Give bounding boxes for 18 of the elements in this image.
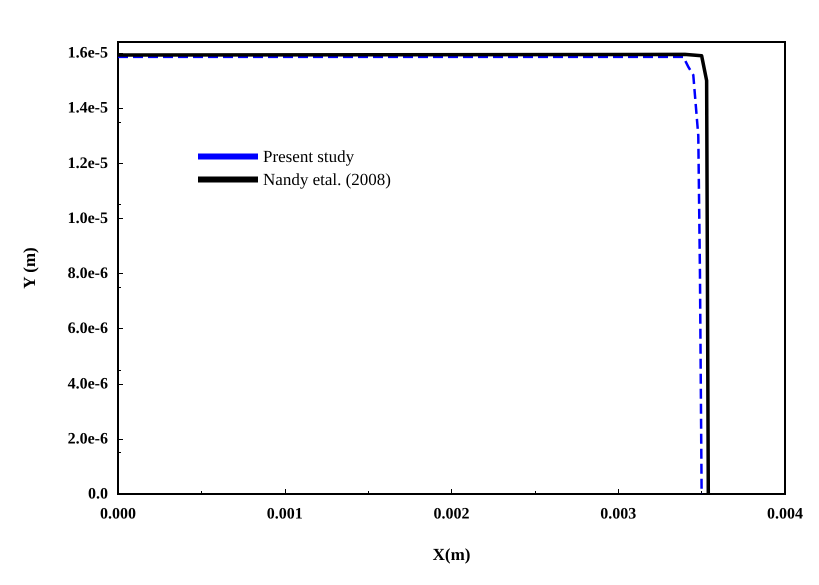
legend-label: Present study [263,147,355,166]
x-tick-label: 0.001 [266,506,303,522]
x-tick-label: 0.000 [100,506,136,522]
y-tick-label: 2.0e-6 [68,430,108,448]
y-tick-label: 1.0e-5 [68,210,108,227]
y-tick-label: 1.4e-5 [68,100,108,117]
y-tick-label: 0.0 [88,486,108,502]
y-tick-label: 1.2e-5 [68,154,108,172]
x-tick-label: 0.003 [600,506,636,522]
y-axis-title: Y (m) [20,247,39,289]
y-tick-label: 4.0e-6 [68,375,108,392]
legend-label: Nandy etal. (2008) [263,170,391,189]
x-axis-title: X(m) [432,545,470,564]
x-tick-label: 0.004 [767,506,803,522]
x-tick-label: 0.002 [434,506,470,522]
y-tick-label: 8.0e-6 [68,265,108,282]
y-tick-label: 1.6e-5 [68,44,108,62]
y-tick-label: 6.0e-6 [68,320,108,338]
